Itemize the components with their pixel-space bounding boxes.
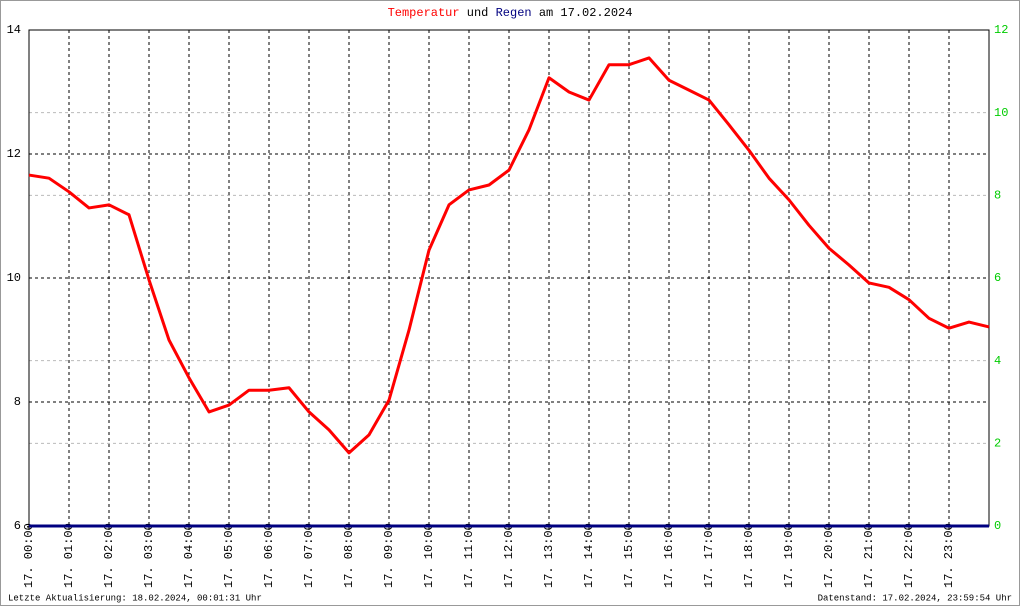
x-tick-label: 17. 00:00 (22, 523, 36, 588)
x-tick-label: 17. 14:00 (582, 523, 596, 588)
x-tick-label: 17. 04:00 (182, 523, 196, 588)
x-tick-label: 17. 06:00 (262, 523, 276, 588)
x-tick-label: 17. 10:00 (422, 523, 436, 588)
title-part: am 17.02.2024 (539, 6, 633, 20)
title-part: Temperatur (388, 6, 460, 20)
x-tick-label: 17. 18:00 (742, 523, 756, 588)
y-tick-label: 8 (14, 395, 21, 409)
x-tick-label: 17. 23:00 (942, 523, 956, 588)
x-tick-label: 17. 19:00 (782, 523, 796, 588)
x-tick-label: 17. 08:00 (342, 523, 356, 588)
y-tick-label: 12 (7, 147, 21, 161)
x-tick-label: 17. 02:00 (102, 523, 116, 588)
y-tick-label: 10 (7, 271, 21, 285)
x-tick-label: 17. 03:00 (142, 523, 156, 588)
y2-tick-label: 4 (994, 354, 1001, 368)
x-tick-label: 17. 16:00 (662, 523, 676, 588)
chart-title: Temperatur und Regen am 17.02.2024 (388, 6, 633, 20)
x-tick-label: 17. 15:00 (622, 523, 636, 588)
title-part: und (467, 6, 489, 20)
y2-tick-label: 0 (994, 519, 1001, 533)
x-tick-label: 17. 12:00 (502, 523, 516, 588)
x-tick-label: 17. 05:00 (222, 523, 236, 588)
y2-tick-label: 6 (994, 271, 1001, 285)
y2-tick-label: 2 (994, 437, 1001, 451)
y-tick-label: 6 (14, 519, 21, 533)
x-tick-label: 17. 07:00 (302, 523, 316, 588)
x-tick-label: 17. 01:00 (62, 523, 76, 588)
footer-left: Letzte Aktualisierung: 18.02.2024, 00:01… (8, 593, 262, 603)
x-tick-label: 17. 21:00 (862, 523, 876, 588)
x-tick-label: 17. 20:00 (822, 523, 836, 588)
y2-tick-label: 8 (994, 189, 1001, 203)
x-tick-label: 17. 17:00 (702, 523, 716, 588)
x-tick-label: 17. 09:00 (382, 523, 396, 588)
x-tick-label: 17. 11:00 (462, 523, 476, 588)
series-line (28, 56, 990, 455)
y2-tick-label: 10 (994, 106, 1008, 120)
footer-right: Datenstand: 17.02.2024, 23:59:54 Uhr (818, 593, 1012, 603)
y-tick-label: 14 (7, 23, 21, 37)
title-part: Regen (496, 6, 532, 20)
y2-tick-label: 12 (994, 23, 1008, 37)
x-tick-label: 17. 13:00 (542, 523, 556, 588)
x-tick-label: 17. 22:00 (902, 523, 916, 588)
